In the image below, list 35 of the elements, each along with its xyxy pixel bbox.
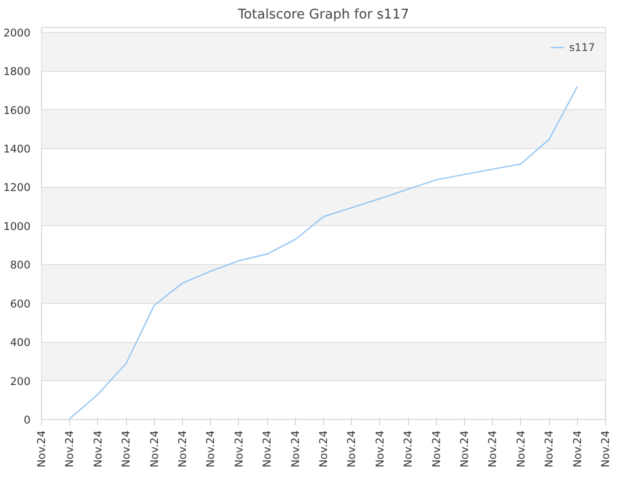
chart-title: Totalscore Graph for s117 (236, 8, 410, 22)
x-tick-label: Nov.24 (35, 430, 48, 468)
y-tick-label: 1400 (3, 142, 31, 156)
x-tick-label: Nov.24 (120, 430, 133, 468)
y-tick-label: 1800 (3, 65, 31, 78)
x-tick-label: Nov.24 (345, 430, 358, 468)
y-tick-label: 2000 (3, 26, 31, 40)
x-tick-label: Nov.24 (542, 430, 556, 468)
x-tick-label: Nov.24 (599, 430, 612, 468)
y-tick-label: 200 (10, 374, 31, 388)
y-tick-label: 1000 (3, 220, 31, 233)
x-tick-label: Nov.24 (458, 430, 471, 468)
legend-label: s117 (569, 40, 595, 54)
x-tick-label: Nov.24 (402, 430, 415, 468)
y-tick-label: 600 (10, 297, 31, 310)
x-tick-label: Nov.24 (430, 430, 443, 468)
x-tick-label: Nov.24 (63, 430, 76, 468)
x-tick-label: Nov.24 (91, 430, 104, 468)
line-series (69, 86, 578, 420)
y-tick-label: 400 (10, 336, 31, 350)
x-tick-label: Nov.24 (232, 430, 246, 468)
x-tick-label: Nov.24 (317, 430, 330, 468)
x-tick-label: Nov.24 (148, 430, 161, 468)
x-tick-label: Nov.24 (288, 430, 302, 468)
y-tick-label: 1600 (3, 104, 31, 117)
y-tick-label: 0 (24, 414, 31, 426)
x-tick-label: Nov.24 (373, 430, 386, 468)
x-tick-label: Nov.24 (204, 430, 218, 468)
x-tick-label: Nov.24 (486, 430, 500, 468)
x-tick-label: Nov.24 (514, 430, 528, 468)
y-tick-label: 1200 (3, 181, 31, 194)
x-tick-label: Nov.24 (260, 430, 274, 468)
x-tick-label: Nov.24 (570, 430, 584, 468)
y-tick-label: 800 (10, 258, 31, 272)
x-tick-label: Nov.24 (176, 430, 189, 468)
